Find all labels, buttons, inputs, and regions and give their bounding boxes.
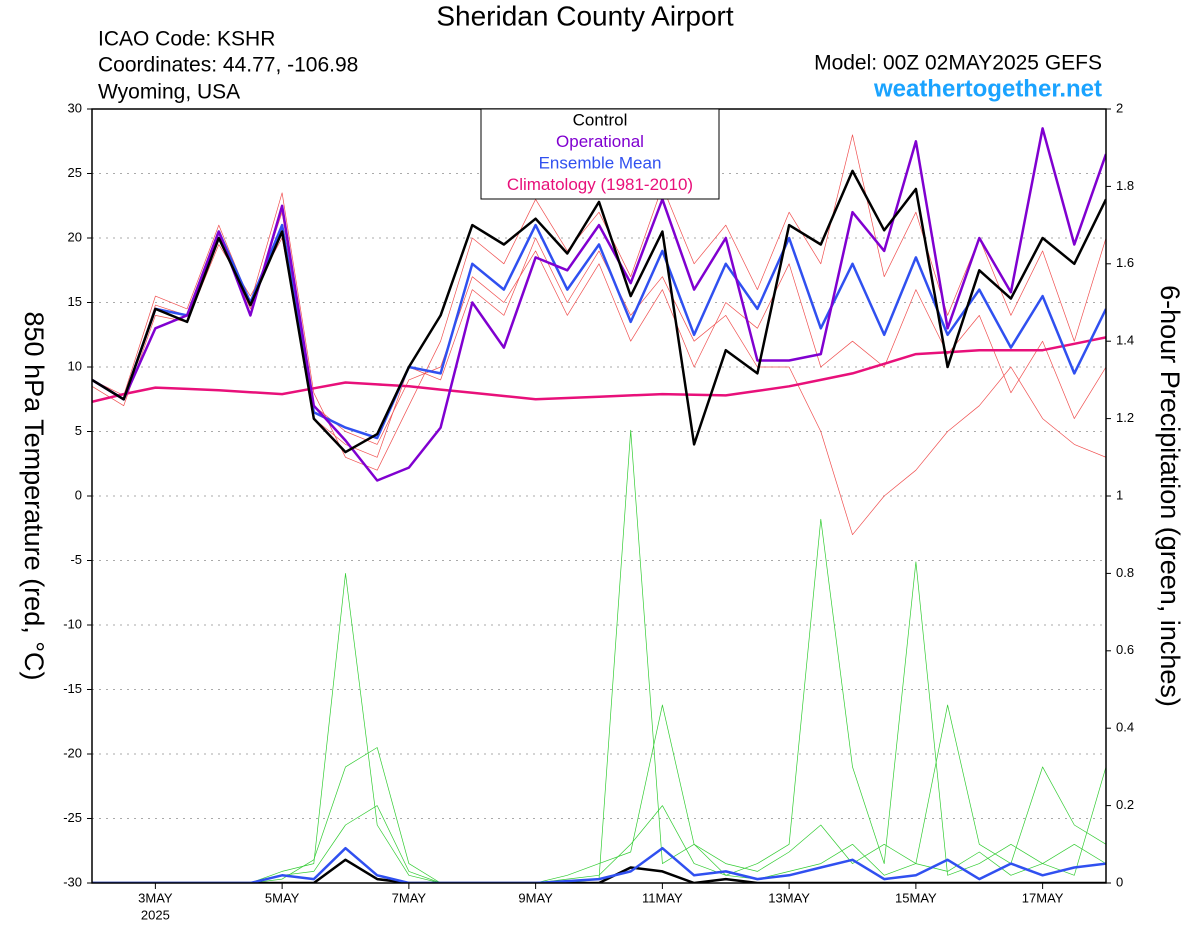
- y-axis-label: 850 hPa Temperature (red, °C): [19, 312, 49, 681]
- y2-tick-label: 1.4: [1116, 333, 1134, 348]
- y2-tick-label: 1.6: [1116, 255, 1134, 270]
- y2-tick-label: 0: [1116, 874, 1123, 889]
- y-tick-label: 5: [75, 423, 82, 438]
- x-tick-label: 7MAY: [392, 890, 427, 905]
- series-line: [92, 846, 1106, 883]
- y2-axis-label: 6-hour Precipitation (green, inches): [1155, 285, 1185, 707]
- y2-tick-label: 0.6: [1116, 642, 1134, 657]
- x-tick-label: 3MAY: [138, 890, 173, 905]
- legend-entry: Operational: [556, 132, 644, 151]
- info-line: Coordinates: 44.77, -106.98: [98, 54, 358, 77]
- y-tick-label: -20: [63, 745, 82, 760]
- series-line: [92, 169, 1106, 454]
- x-tick-label: 11MAY: [642, 890, 683, 905]
- y-tick-label: 0: [75, 487, 82, 502]
- series-line: [92, 573, 1106, 883]
- legend-entry: Ensemble Mean: [539, 153, 662, 172]
- y-tick-label: 20: [68, 229, 82, 244]
- y2-tick-label: 0.8: [1116, 565, 1134, 580]
- y-tick-label: 30: [68, 100, 82, 115]
- x-tick-label: 13MAY: [768, 890, 810, 905]
- legend-box: [480, 108, 720, 200]
- y-tick-label: 25: [68, 165, 82, 180]
- info-line: Wyoming, USA: [98, 81, 240, 104]
- y-tick-label: 10: [68, 358, 82, 373]
- y-tick-label: -30: [63, 874, 82, 889]
- y2-tick-label: 1.8: [1116, 178, 1134, 193]
- y2-tick-label: 1: [1116, 487, 1123, 502]
- x-tick-label: 9MAY: [518, 890, 553, 905]
- y-tick-label: -10: [63, 616, 82, 631]
- site-label: weathertogether.net: [873, 75, 1102, 102]
- x-tick-label: 5MAY: [265, 890, 300, 905]
- series-line: [92, 704, 1106, 883]
- y2-tick-label: 0.2: [1116, 797, 1134, 812]
- series-line: [92, 134, 1106, 471]
- x-tick-label: 15MAY: [895, 890, 937, 905]
- y2-tick-label: 1.2: [1116, 410, 1134, 425]
- y-tick-label: -5: [70, 552, 82, 567]
- y2-tick-label: 0.4: [1116, 720, 1134, 735]
- x-year-label: 2025: [141, 907, 170, 922]
- chart-title: Sheridan County Airport: [436, 0, 734, 31]
- legend-entry: Climatology (1981-2010): [507, 175, 693, 194]
- series-line: [92, 237, 1106, 445]
- y2-tick-label: 2: [1116, 100, 1123, 115]
- series-line: [92, 336, 1106, 404]
- series-line: [92, 211, 1106, 536]
- series-line: [92, 429, 1106, 883]
- legend-entry: Control: [573, 110, 628, 129]
- y-tick-label: -15: [63, 681, 82, 696]
- model-label: Model: 00Z 02MAY2025 GEFS: [814, 52, 1102, 75]
- y-tick-label: 15: [68, 294, 82, 309]
- series-line: [92, 223, 1106, 440]
- info-line: ICAO Code: KSHR: [98, 28, 275, 51]
- x-tick-label: 17MAY: [1022, 890, 1064, 905]
- y-tick-label: -25: [63, 810, 82, 825]
